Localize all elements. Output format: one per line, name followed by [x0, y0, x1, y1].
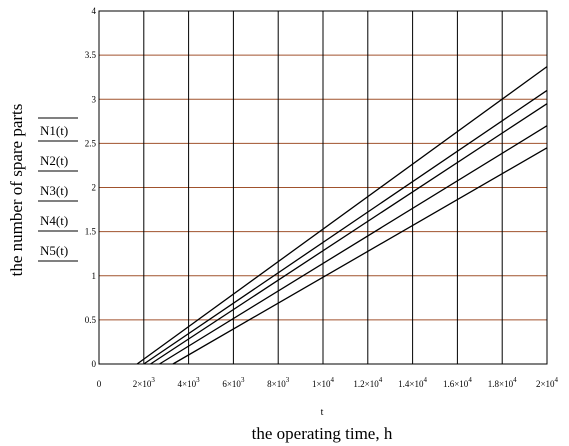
y-tick-label: 0: [92, 359, 97, 369]
x-tick-label: 0: [97, 379, 102, 389]
x-tick-label: 8×103: [267, 376, 290, 389]
y-tick-label: 3: [92, 94, 97, 104]
y-tick-label: 3.5: [85, 50, 97, 60]
y-axis-label: the number of spare parts: [7, 104, 26, 277]
y-tick-label: 0.5: [85, 315, 97, 325]
x-tick-label: 2×104: [536, 376, 559, 389]
legend-label: N5(t): [40, 243, 68, 258]
series-line-n4t: [159, 125, 548, 365]
series-line-n5t: [172, 147, 548, 365]
vertical-gridlines: [143, 11, 503, 364]
series-line-n2t: [143, 89, 548, 365]
x-tick-label: 2×103: [133, 376, 156, 389]
x-axis-label: the operating time, h: [252, 424, 393, 443]
x-tick-label: 1×104: [312, 376, 335, 389]
y-tick-label: 1.5: [85, 227, 97, 237]
plot-frame: [98, 10, 548, 365]
x-tick-labels: 0 2×103 4×103 6×103 8×103 1×104 1.2×104 1.4×104…: [97, 376, 559, 389]
series-lines: [136, 66, 548, 365]
x-tick-label: 1.2×104: [353, 376, 382, 389]
y-tick-label: 4: [92, 6, 97, 16]
series-line-n1t: [136, 66, 548, 365]
legend-label: N2(t): [40, 153, 68, 168]
y-tick-labels: 0 0.5 1 1.5 2 2.5 3 3.5 4: [85, 6, 97, 369]
x-tick-label: 4×103: [178, 376, 201, 389]
x-variable-label: t: [321, 407, 324, 418]
legend-label: N3(t): [40, 183, 68, 198]
y-tick-label: 2.5: [85, 138, 97, 148]
series-legend: N1(t) N2(t) N3(t) N4(t) N5(t): [38, 117, 78, 262]
x-tick-label: 1.8×104: [488, 376, 517, 389]
series-line-n3t: [150, 103, 548, 365]
x-tick-label: 6×103: [222, 376, 245, 389]
y-tick-label: 2: [92, 183, 97, 193]
legend-label: N1(t): [40, 123, 68, 138]
legend-label: N4(t): [40, 213, 68, 228]
x-tick-label: 1.4×104: [398, 376, 427, 389]
y-tick-label: 1: [92, 271, 97, 281]
x-tick-label: 1.6×104: [443, 376, 472, 389]
